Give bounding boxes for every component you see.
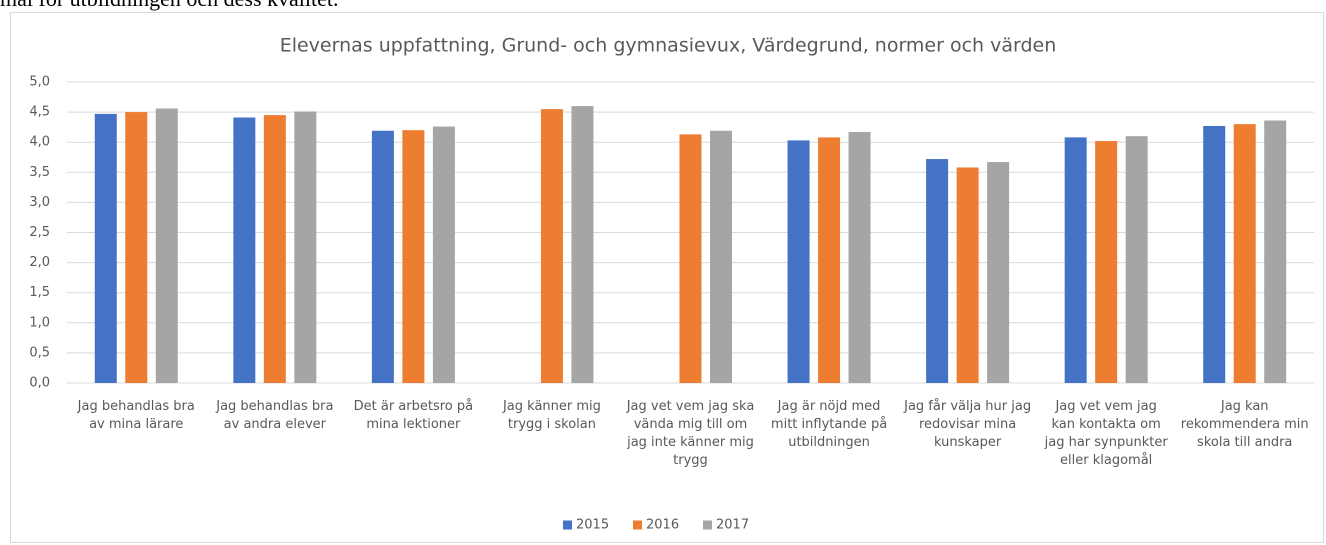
bar — [1095, 140, 1118, 383]
legend-swatch — [703, 520, 712, 530]
x-tick-label: Jag vet vem jag kan kontakta om jag har … — [1044, 399, 1168, 468]
x-tick-label: Jag kan rekommendera min skola till andr… — [1180, 399, 1309, 450]
bar — [679, 134, 702, 383]
x-tick-label: Jag känner mig trygg i skolan — [502, 399, 601, 432]
x-tick-label: Jag behandlas bra av andra elever — [216, 399, 334, 432]
y-tick-label: 2,5 — [29, 225, 50, 240]
bar — [94, 113, 117, 383]
x-tick-label: Jag får välja hur jag redovisar mina kun… — [904, 399, 1032, 450]
bar — [1125, 136, 1148, 383]
x-tick-label: Jag vet vem jag ska vända mig till om ja… — [626, 399, 755, 468]
bar — [1264, 120, 1287, 383]
bar — [818, 137, 841, 383]
y-tick-label: 5,0 — [29, 75, 50, 90]
bar — [956, 167, 979, 383]
bar — [787, 140, 810, 383]
y-tick-label: 3,0 — [29, 195, 50, 210]
bar — [371, 130, 394, 383]
y-tick-label: 4,0 — [29, 135, 50, 150]
document-text: mål för utbildningen och dess kvalitet. — [0, 0, 339, 12]
x-tick-label: Jag är nöjd med mitt inflytande på utbil… — [770, 399, 888, 450]
bar — [987, 162, 1010, 383]
y-tick-label: 1,5 — [29, 285, 50, 300]
bar — [848, 131, 871, 383]
legend-swatch — [563, 520, 572, 530]
x-tick-label: Det är arbetsro på mina lektioner — [353, 399, 474, 432]
legend-label: 2017 — [716, 518, 749, 533]
bar — [710, 130, 732, 383]
x-tick-label: Jag behandlas bra av mina lärare — [77, 399, 195, 432]
bar — [155, 108, 178, 383]
y-tick-label: 2,0 — [29, 255, 50, 270]
y-tick-label: 0,0 — [29, 376, 50, 391]
bar — [1064, 137, 1087, 383]
legend-swatch — [633, 520, 642, 530]
bar — [571, 106, 594, 383]
y-tick-label: 4,5 — [29, 105, 50, 120]
chart-title: Elevernas uppfattning, Grund- och gymnas… — [280, 35, 1057, 57]
chart-frame — [10, 12, 1324, 543]
bar — [1203, 125, 1226, 384]
bar — [263, 115, 286, 384]
bar — [125, 112, 148, 383]
bar — [1233, 124, 1256, 383]
bar — [540, 109, 563, 383]
legend-label: 2015 — [576, 518, 609, 533]
y-tick-label: 1,0 — [29, 315, 50, 330]
bar — [432, 126, 455, 383]
y-tick-label: 0,5 — [29, 345, 50, 360]
legend-label: 2016 — [646, 518, 679, 533]
bar — [233, 117, 256, 383]
bar — [926, 159, 949, 383]
bar — [294, 111, 317, 384]
bar — [402, 130, 425, 383]
y-tick-label: 3,5 — [29, 165, 50, 180]
